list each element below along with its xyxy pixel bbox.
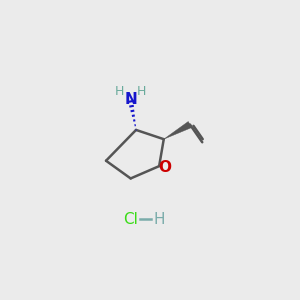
Text: Cl: Cl (123, 212, 138, 227)
Text: H: H (115, 85, 124, 98)
Text: N: N (124, 92, 137, 106)
Text: O: O (158, 160, 171, 175)
Polygon shape (164, 122, 192, 139)
Text: H: H (153, 212, 165, 227)
Text: H: H (137, 85, 146, 98)
